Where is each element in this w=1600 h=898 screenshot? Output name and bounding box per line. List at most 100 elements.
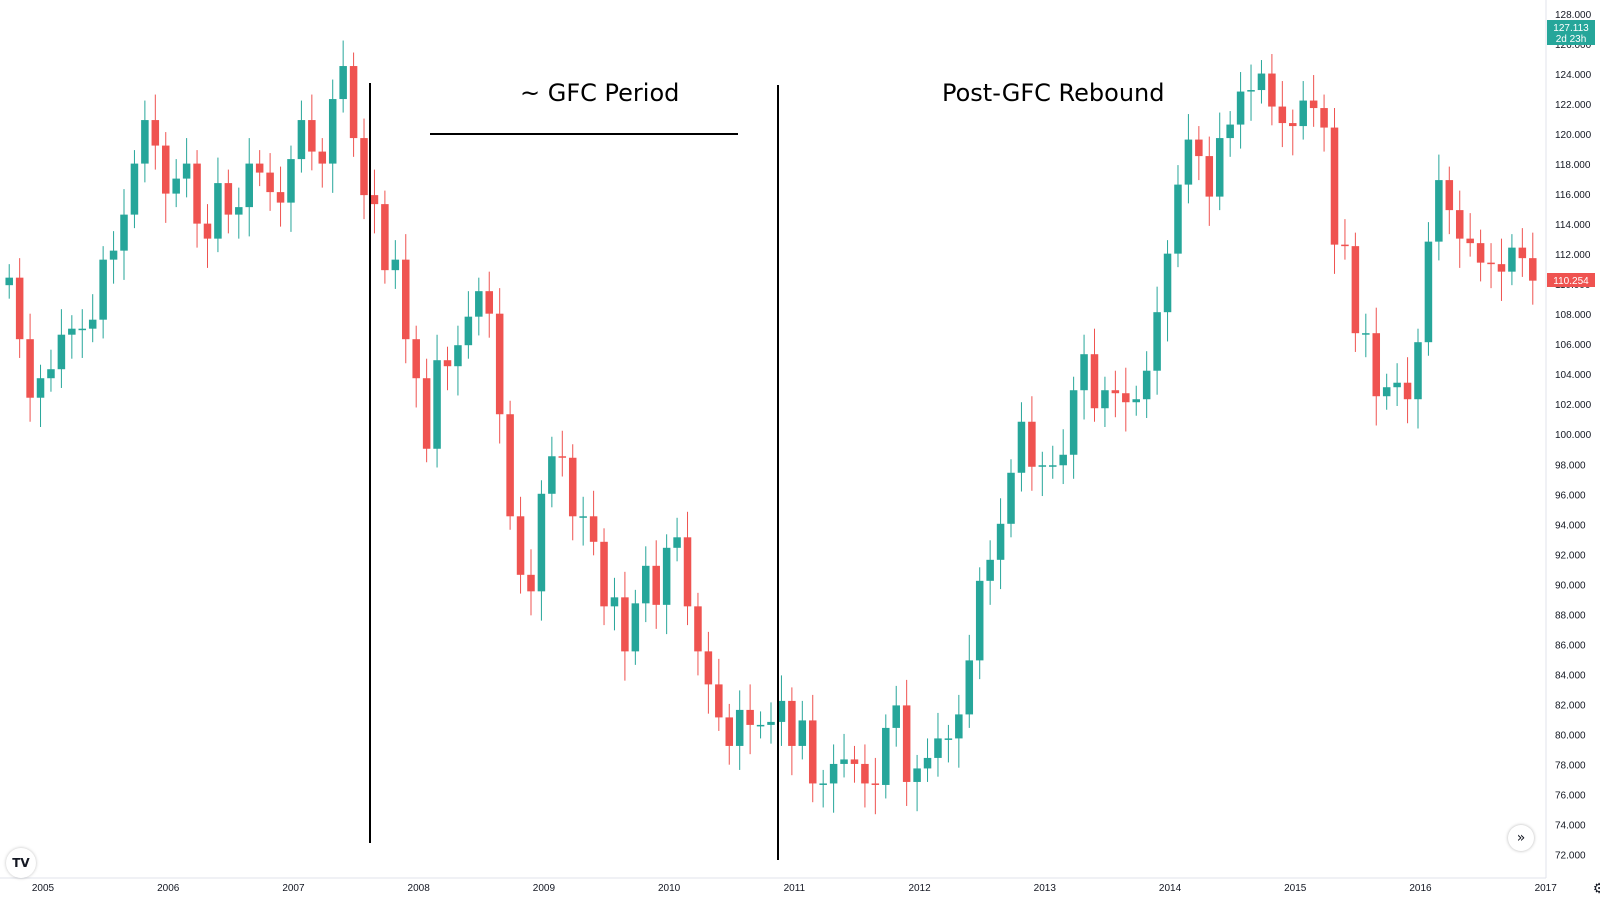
candle-body	[1195, 139, 1203, 157]
candle-body	[1007, 472, 1015, 524]
x-tick-label: 2015	[1284, 883, 1307, 894]
candle-body	[1101, 390, 1109, 409]
candle-body	[1362, 333, 1370, 335]
y-tick-label: 124.000	[1555, 70, 1592, 81]
candle-body	[130, 163, 139, 215]
candle-body	[1508, 247, 1516, 272]
candle-body	[36, 378, 45, 398]
candle-body	[391, 259, 400, 271]
candle-body	[255, 163, 264, 173]
candle-body	[913, 768, 921, 782]
candle-body	[965, 660, 974, 715]
candle-body	[1414, 342, 1422, 400]
current-price-badge-bg	[1547, 20, 1595, 45]
x-tick-label: 2016	[1409, 883, 1432, 894]
candle-body	[1320, 108, 1328, 128]
candle-body	[1424, 241, 1433, 343]
candle-body	[600, 541, 608, 607]
y-tick-label: 88.000	[1555, 610, 1586, 621]
candle-body	[1278, 106, 1287, 124]
scroll-to-realtime-button[interactable]: »	[1508, 825, 1534, 851]
candle-body	[443, 360, 452, 367]
candle-body	[1382, 387, 1391, 397]
y-tick-label: 76.000	[1555, 790, 1586, 801]
candle-body	[694, 606, 702, 652]
y-tick-label: 74.000	[1555, 820, 1586, 831]
candle-body	[798, 720, 807, 746]
candle-body	[621, 597, 629, 652]
candle-body	[433, 360, 441, 449]
candle-body	[1309, 100, 1318, 109]
candle-body	[276, 192, 285, 203]
x-tick-label: 2014	[1159, 883, 1182, 894]
candle-body	[652, 565, 660, 605]
candle-body	[850, 759, 859, 764]
gear-icon[interactable]: ⚙	[1592, 881, 1600, 897]
candle-body	[1257, 73, 1266, 91]
candle-body	[1529, 258, 1537, 281]
candle-body	[829, 763, 838, 784]
x-tick-label: 2006	[157, 883, 180, 894]
candle-body	[235, 207, 243, 215]
candle-body	[1518, 247, 1527, 259]
candle-body	[161, 145, 170, 194]
candle-body	[193, 163, 201, 224]
candle-body	[1372, 333, 1381, 397]
candle-body	[120, 214, 128, 251]
candle-body	[516, 516, 525, 575]
candle-body	[934, 738, 942, 758]
candle-body	[1017, 421, 1026, 473]
tradingview-logo[interactable]: TV	[6, 848, 36, 878]
candle-body	[662, 547, 671, 605]
y-tick-label: 92.000	[1555, 550, 1586, 561]
candle-body	[360, 138, 368, 196]
candle-body	[1487, 262, 1495, 265]
candle-body	[297, 120, 306, 160]
y-tick-label: 96.000	[1555, 490, 1586, 501]
candle-body	[454, 345, 462, 367]
x-tick-label: 2007	[282, 883, 305, 894]
candle-body	[1289, 123, 1297, 127]
current-price-value: 127.113	[1553, 23, 1589, 34]
candle-body	[1174, 184, 1182, 254]
candle-body	[203, 223, 212, 239]
candle-body	[704, 651, 713, 685]
candle-body	[88, 319, 97, 329]
y-tick-label: 108.000	[1555, 310, 1592, 321]
x-tick-label: 2005	[32, 883, 55, 894]
candle-body	[1455, 210, 1464, 239]
candle-body	[1132, 399, 1140, 403]
x-tick-label: 2017	[1535, 883, 1558, 894]
candle-body	[1466, 238, 1474, 244]
candle-body	[5, 277, 13, 286]
candle-body	[642, 565, 650, 604]
y-tick-label: 82.000	[1555, 700, 1586, 711]
candle-body	[871, 783, 880, 785]
candle-body	[610, 597, 619, 607]
candle-body	[631, 603, 640, 652]
y-tick-label: 78.000	[1555, 760, 1586, 771]
post-gfc-rebound-label: Post-GFC Rebound	[942, 79, 1164, 107]
candle-body	[381, 204, 389, 271]
last-price-value: 110.254	[1553, 276, 1589, 287]
candle-body	[349, 66, 358, 139]
y-tick-label: 112.000	[1555, 250, 1591, 261]
candle-body	[172, 178, 180, 194]
candle-body	[402, 259, 410, 340]
candle-body	[1226, 124, 1234, 139]
candle-body	[558, 456, 567, 458]
candle-body	[485, 291, 494, 314]
gfc-period-label: ~ GFC Period	[520, 79, 679, 107]
y-tick-label: 126.000	[1555, 40, 1592, 51]
candle-body	[68, 328, 76, 335]
candle-body	[26, 339, 34, 398]
candle-body	[1435, 180, 1443, 242]
candle-body	[975, 580, 984, 661]
candle-body	[1153, 312, 1161, 371]
candle-body	[1028, 421, 1036, 467]
candle-body	[568, 457, 577, 517]
time-axis: 2005 2006 2007 2008 2009 2010 2011 2012 2013 2014…	[32, 883, 1557, 894]
candle-body	[422, 378, 431, 449]
candle-body	[840, 759, 848, 764]
x-tick-label: 2010	[658, 883, 681, 894]
